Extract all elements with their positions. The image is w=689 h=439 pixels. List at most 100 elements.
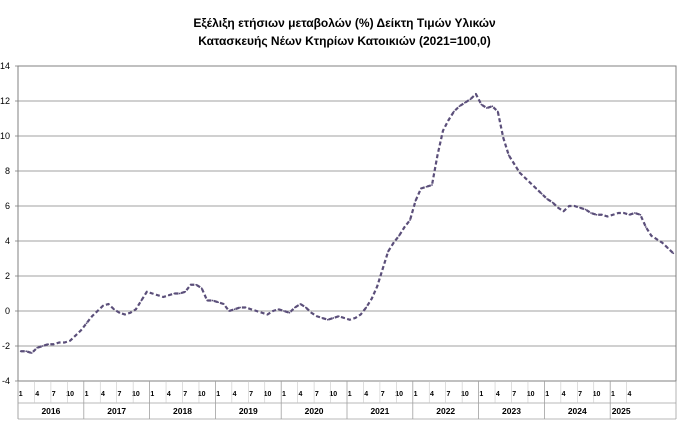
month-tick-label: 4 bbox=[430, 391, 434, 398]
data-point bbox=[623, 212, 625, 214]
data-point bbox=[310, 311, 313, 314]
data-point bbox=[381, 268, 384, 270]
data-point bbox=[113, 308, 115, 311]
month-tick-label: 10 bbox=[461, 391, 469, 398]
data-point bbox=[562, 210, 565, 213]
data-point bbox=[666, 247, 669, 249]
year-label: 2019 bbox=[239, 406, 258, 416]
data-point bbox=[529, 182, 532, 185]
data-point bbox=[628, 213, 631, 216]
y-tick-label: -2 bbox=[2, 341, 10, 351]
month-tick-label: 7 bbox=[315, 391, 319, 398]
data-point bbox=[321, 317, 324, 319]
data-point bbox=[557, 206, 560, 209]
data-point bbox=[151, 292, 154, 295]
month-tick-label: 1 bbox=[150, 391, 154, 398]
data-point bbox=[387, 250, 390, 253]
month-tick-label: 10 bbox=[395, 391, 403, 398]
data-point bbox=[359, 313, 362, 316]
data-point bbox=[672, 252, 675, 255]
month-tick-label: 10 bbox=[66, 391, 74, 398]
data-point bbox=[447, 119, 450, 122]
data-point bbox=[206, 299, 209, 302]
data-point bbox=[156, 294, 159, 297]
data-point bbox=[102, 304, 104, 307]
month-tick-label: 1 bbox=[282, 391, 286, 398]
data-point bbox=[524, 177, 527, 179]
data-point bbox=[91, 315, 93, 318]
data-point bbox=[118, 311, 121, 314]
month-tick-label: 4 bbox=[364, 391, 368, 398]
data-point bbox=[579, 206, 581, 209]
x-axis: 1 4 7 10 2016 1 4 7 10 2017 1 4 7 10 2018 1 4 7 10 2019 1 4 7 1… bbox=[17, 381, 677, 420]
year-label: 2024 bbox=[568, 406, 587, 416]
year-label: 2022 bbox=[436, 406, 455, 416]
data-point bbox=[617, 212, 620, 214]
data-point bbox=[425, 185, 428, 188]
data-point bbox=[195, 283, 198, 286]
month-tick-label: 1 bbox=[348, 391, 352, 398]
data-point bbox=[370, 297, 373, 300]
data-point bbox=[52, 343, 55, 346]
data-point bbox=[233, 308, 236, 311]
month-tick-label: 10 bbox=[593, 391, 601, 398]
data-point bbox=[403, 226, 406, 228]
month-tick-label: 10 bbox=[329, 391, 337, 398]
data-point bbox=[304, 306, 307, 309]
data-point bbox=[173, 292, 176, 295]
data-point bbox=[376, 285, 379, 288]
data-point bbox=[551, 201, 554, 204]
data-point bbox=[584, 208, 587, 211]
data-point bbox=[244, 306, 247, 309]
data-point bbox=[255, 310, 258, 312]
data-point bbox=[162, 296, 165, 298]
data-point bbox=[436, 154, 439, 157]
data-point bbox=[480, 103, 483, 106]
data-point bbox=[134, 308, 137, 311]
month-tick-label: 7 bbox=[249, 391, 253, 398]
data-point bbox=[277, 308, 280, 311]
data-point bbox=[85, 322, 88, 325]
data-point bbox=[63, 341, 66, 344]
month-tick-label: 7 bbox=[381, 391, 385, 398]
data-point bbox=[442, 129, 444, 132]
series-line bbox=[20, 92, 675, 355]
month-tick-label: 10 bbox=[198, 391, 206, 398]
data-point bbox=[217, 301, 220, 304]
data-point bbox=[107, 303, 110, 305]
data-point bbox=[392, 241, 395, 244]
data-point bbox=[272, 310, 274, 312]
month-tick-label: 4 bbox=[233, 391, 237, 398]
month-tick-label: 7 bbox=[446, 391, 450, 398]
data-point bbox=[474, 93, 477, 95]
month-tick-label: 1 bbox=[19, 391, 23, 398]
y-tick-label: 12 bbox=[0, 96, 10, 106]
month-tick-label: 4 bbox=[35, 391, 39, 398]
data-point bbox=[491, 105, 494, 108]
month-tick-label: 1 bbox=[414, 391, 418, 398]
data-point bbox=[590, 212, 592, 214]
y-axis: -4 -2 0 2 4 6 8 10 12 14 bbox=[0, 61, 18, 386]
month-tick-label: 7 bbox=[512, 391, 516, 398]
month-tick-label: 7 bbox=[183, 391, 187, 398]
data-point bbox=[228, 310, 231, 312]
data-point bbox=[178, 292, 181, 295]
data-point bbox=[288, 311, 291, 314]
data-point bbox=[518, 171, 521, 174]
data-point bbox=[502, 136, 505, 139]
y-tick-label: 10 bbox=[0, 131, 10, 141]
data-point bbox=[535, 187, 538, 190]
month-tick-label: 4 bbox=[101, 391, 105, 398]
year-label: 2016 bbox=[41, 406, 60, 416]
data-point bbox=[595, 213, 598, 216]
data-point bbox=[145, 290, 148, 293]
data-point bbox=[601, 213, 603, 216]
month-tick-label: 10 bbox=[132, 391, 140, 398]
data-point bbox=[337, 315, 340, 318]
data-point bbox=[69, 339, 71, 342]
series-group bbox=[19, 92, 675, 355]
data-point bbox=[409, 219, 411, 221]
data-point bbox=[469, 98, 472, 101]
data-point bbox=[332, 317, 335, 319]
year-label: 2021 bbox=[370, 406, 389, 416]
